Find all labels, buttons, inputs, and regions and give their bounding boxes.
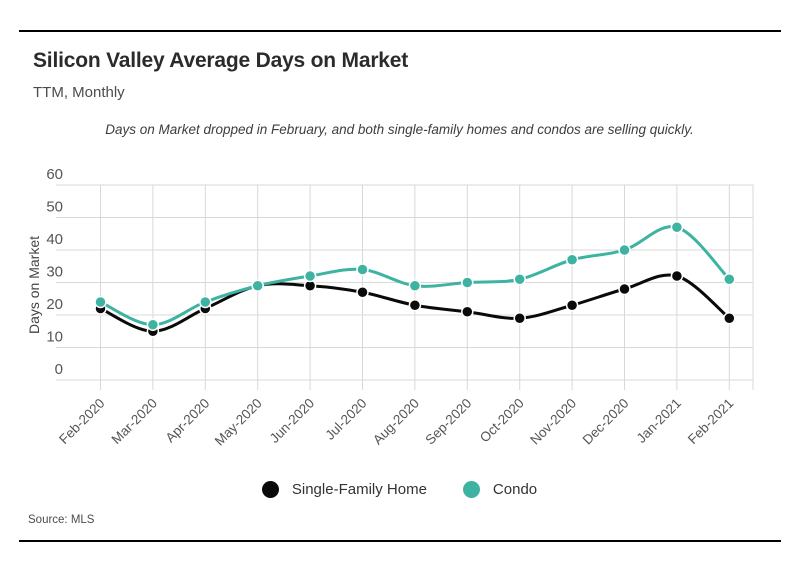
data-point-single-family-home: [670, 269, 684, 283]
data-point-condo: [723, 273, 736, 286]
x-tick-label: Dec-2020: [580, 396, 632, 448]
data-point-condo: [513, 273, 526, 286]
x-tick-label: Oct-2020: [477, 396, 527, 446]
y-tick-label: 60: [46, 166, 63, 183]
y-tick-label: 40: [46, 231, 63, 248]
data-point-condo: [356, 263, 369, 276]
y-tick-label: 20: [46, 296, 63, 313]
x-tick-label: May-2020: [212, 396, 265, 449]
data-point-condo: [303, 269, 317, 283]
data-point-condo: [146, 318, 160, 331]
bottom-border-rule: [19, 540, 781, 542]
legend-label-condo: Condo: [492, 481, 538, 498]
source-note: Source: MLS: [28, 514, 95, 526]
legend-marker-single-family-home-icon: [261, 481, 279, 498]
top-border-rule: [19, 30, 781, 32]
y-tick-label: 50: [46, 199, 63, 216]
x-tick-label: Apr-2020: [163, 396, 213, 446]
data-point-condo: [408, 279, 422, 292]
legend-item-single-family-home: Single-Family Home: [261, 481, 427, 498]
x-tick-label: Nov-2020: [527, 396, 579, 448]
y-tick-label: 30: [46, 264, 63, 281]
x-tick-label: Feb-2021: [685, 396, 736, 447]
legend-label-single-family-home: Single-Family Home: [291, 481, 427, 498]
data-point-single-family-home: [513, 312, 526, 325]
data-point-single-family-home: [461, 305, 474, 318]
y-tick-label: 10: [46, 329, 63, 346]
y-tick-label: 0: [55, 361, 63, 378]
data-point-condo: [618, 243, 631, 257]
data-point-condo: [199, 295, 212, 309]
line-chart-plot: 0 10 20 30 40 50 60 Feb-2020 Mar-2020 Apr-2020 May…: [46, 166, 754, 449]
legend: Single-Family Home Condo: [0, 481, 799, 498]
x-tick-label: Jan-2021: [634, 396, 684, 446]
legend-marker-condo-icon: [462, 481, 480, 498]
data-point-condo: [94, 295, 107, 309]
x-tick-label: Aug-2020: [370, 396, 422, 448]
data-point-condo: [461, 276, 474, 289]
data-point-single-family-home: [618, 282, 631, 296]
x-tick-label: Sep-2020: [422, 396, 474, 448]
chart-annotation: Days on Market dropped in February, and …: [105, 122, 694, 137]
x-tick-label: Mar-2020: [109, 396, 160, 447]
data-point-single-family-home: [356, 286, 369, 299]
data-point-single-family-home: [408, 299, 422, 312]
data-point-condo: [565, 253, 579, 266]
legend-item-condo: Condo: [462, 481, 538, 498]
data-point-condo: [251, 279, 264, 292]
x-tick-label: Jun-2020: [267, 396, 317, 446]
chart-subtitle: TTM, Monthly: [33, 84, 125, 101]
data-point-single-family-home: [565, 299, 579, 312]
x-tick-label: Jul-2020: [322, 396, 369, 443]
data-point-single-family-home: [723, 312, 736, 325]
chart-title: Silicon Valley Average Days on Market: [33, 49, 409, 72]
data-point-condo: [670, 221, 684, 234]
x-tick-label: Feb-2020: [56, 396, 107, 447]
